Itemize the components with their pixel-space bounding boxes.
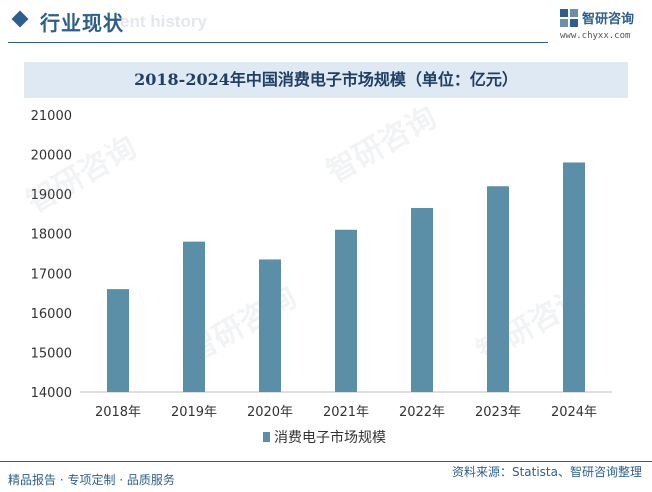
diamond-icon bbox=[11, 10, 29, 28]
y-tick-label: 14000 bbox=[31, 386, 72, 401]
bar bbox=[563, 162, 585, 392]
bar-chart: 14000 15000 16000 17000 18000 19000 20000 21000… bbox=[31, 109, 612, 446]
header-divider bbox=[8, 42, 548, 43]
y-tick-label: 19000 bbox=[31, 188, 72, 203]
x-tick-label: 2021年 bbox=[323, 405, 369, 420]
bar bbox=[335, 229, 357, 392]
footer-source: 资料来源：Statista、智研咨询整理 bbox=[451, 465, 642, 479]
bar bbox=[411, 207, 433, 392]
x-tick-label: 2022年 bbox=[399, 405, 445, 420]
x-tick-label: 2020年 bbox=[247, 405, 293, 420]
y-tick-label: 17000 bbox=[31, 267, 72, 282]
bar bbox=[487, 186, 509, 392]
x-tick-label: 2018年 bbox=[95, 405, 141, 420]
legend-swatch bbox=[263, 432, 270, 442]
page-header: 行业现状 ent history 智研咨询 www.chyxx.com bbox=[0, 0, 652, 44]
y-tick-label: 18000 bbox=[31, 228, 72, 243]
y-tick-label: 16000 bbox=[31, 307, 72, 322]
logo-icon bbox=[560, 9, 578, 27]
bar bbox=[259, 259, 281, 392]
section-title: 行业现状 bbox=[40, 11, 124, 35]
logo-url: www.chyxx.com bbox=[560, 31, 631, 41]
y-tick-label: 20000 bbox=[31, 149, 72, 164]
y-tick-label: 15000 bbox=[31, 346, 72, 361]
page-footer: 精品报告 · 专项定制 · 品质服务 资料来源：Statista、智研咨询整理 bbox=[0, 461, 652, 492]
footer-slogan: 精品报告 · 专项定制 · 品质服务 bbox=[8, 473, 175, 487]
legend-label: 消费电子市场规模 bbox=[274, 429, 386, 446]
bar bbox=[183, 241, 205, 392]
bar bbox=[107, 289, 129, 392]
x-tick-label: 2023年 bbox=[475, 405, 521, 420]
x-tick-label: 2024年 bbox=[551, 405, 597, 420]
logo-name: 智研咨询 bbox=[582, 12, 635, 27]
chart-title: 2018-2024年中国消费电子市场规模（单位：亿元） bbox=[134, 70, 518, 89]
x-tick-label: 2019年 bbox=[171, 405, 217, 420]
chart-title-band: 2018-2024年中国消费电子市场规模（单位：亿元） bbox=[24, 62, 628, 98]
y-tick-label: 21000 bbox=[31, 109, 72, 124]
header-watermark: ent history bbox=[120, 12, 207, 31]
footer-divider bbox=[0, 461, 652, 462]
